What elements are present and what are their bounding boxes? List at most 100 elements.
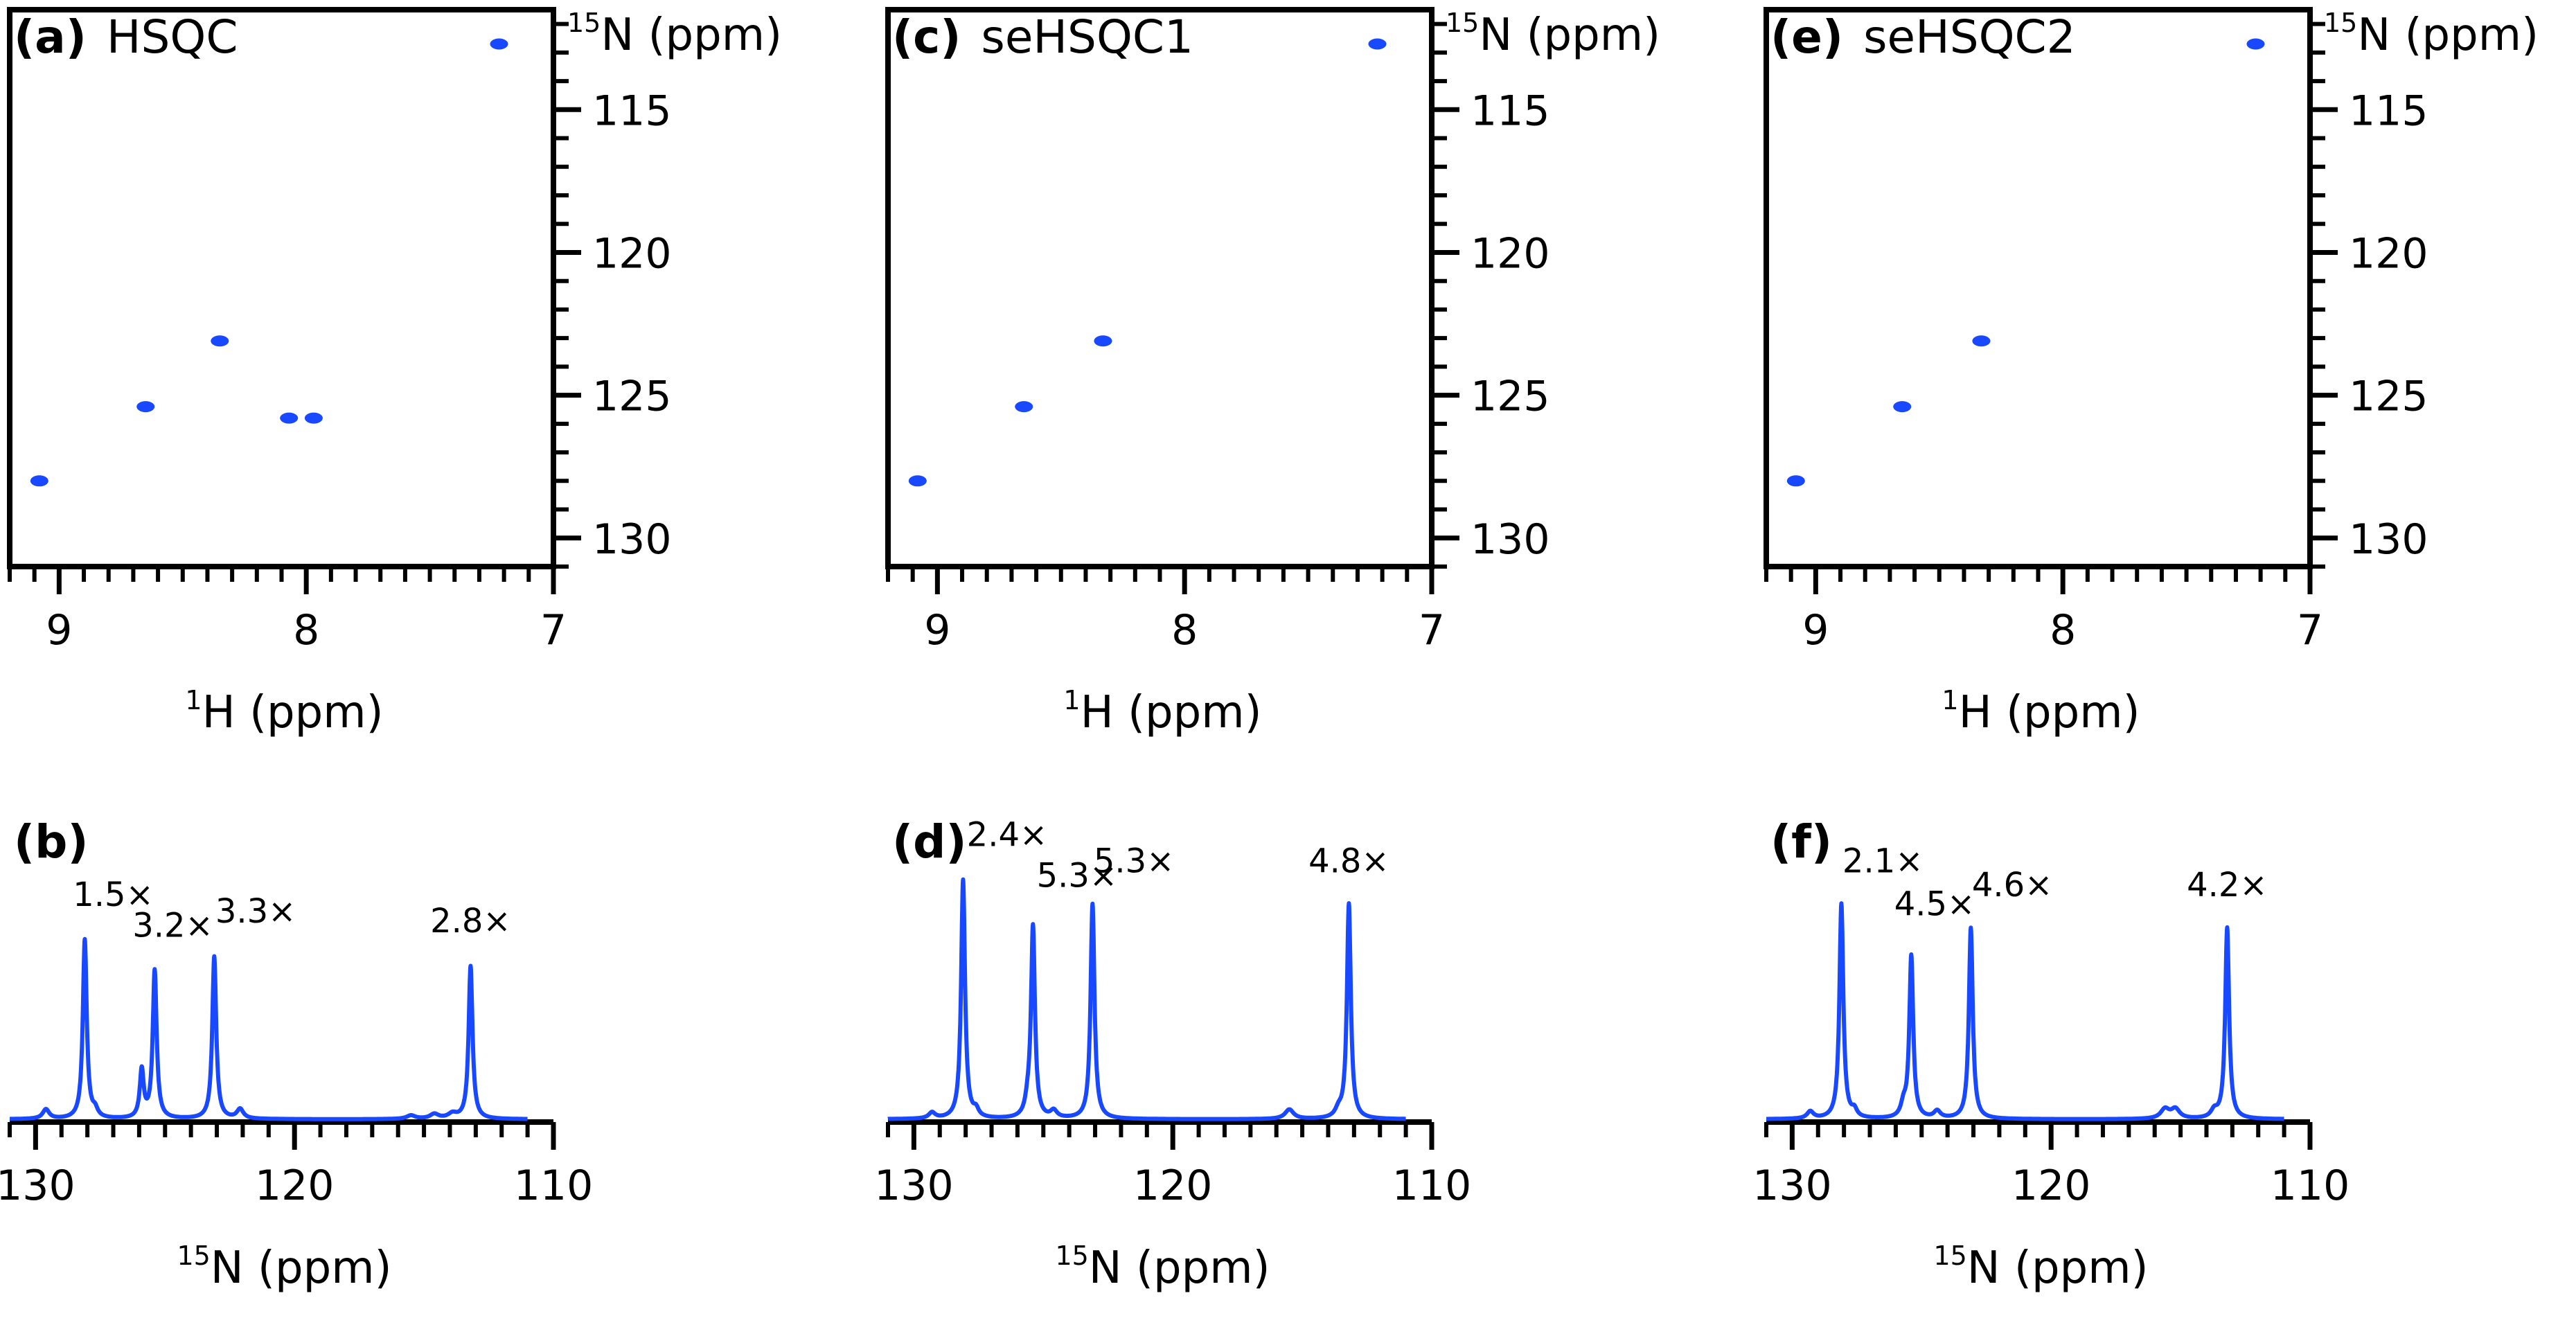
- cross-peak: [30, 475, 48, 487]
- plot-frame: [885, 7, 1434, 569]
- peak-label: 1.5×: [73, 875, 154, 914]
- cross-peak: [908, 475, 927, 487]
- x-tick-label: 130: [0, 1162, 75, 1210]
- y-tick-label: 120: [2349, 229, 2428, 278]
- peak-label: 3.2×: [132, 907, 213, 945]
- x-tick-label: 7: [1419, 606, 1445, 655]
- y-axis-title: 15N (ppm): [2324, 8, 2539, 61]
- x-axis-title: 1H (ppm): [1063, 685, 1261, 738]
- x-tick-label: 7: [540, 606, 567, 655]
- cross-peak: [2246, 38, 2265, 50]
- panel-label: (c) seHSQC1: [892, 10, 1193, 64]
- x-axis-title: 15N (ppm): [177, 1240, 391, 1294]
- y-tick-label: 125: [1471, 373, 1550, 421]
- cross-peak: [211, 335, 229, 347]
- x-axis-title-main: N (ppm): [1967, 1243, 2149, 1294]
- peak-label: 5.3×: [1094, 842, 1175, 881]
- panel-title: HSQC: [92, 10, 238, 64]
- cross-peak: [1972, 335, 1991, 347]
- peak-label: 2.8×: [430, 902, 511, 941]
- y-tick-label: 125: [592, 373, 672, 421]
- x-tick-label: 110: [1392, 1162, 1472, 1210]
- y-axis-title: 15N (ppm): [1446, 8, 1660, 61]
- peak-label: 2.1×: [1842, 842, 1924, 881]
- cross-peak: [1094, 335, 1112, 347]
- y-axis-title-main: N (ppm): [601, 10, 782, 61]
- panel-b: (b) 130 120 110 15N (ppm) 1.5×3.2× 3.3× 2.8×: [0, 815, 593, 1294]
- panel-label: (e) seHSQC2: [1770, 10, 2076, 64]
- y-tick-label: 115: [592, 87, 672, 135]
- x-tick-label: 110: [2271, 1162, 2350, 1210]
- panel-title: seHSQC1: [966, 10, 1193, 64]
- y-tick-label: 125: [2349, 373, 2428, 421]
- y-tick-label: 115: [1471, 87, 1550, 135]
- y-tick-label: 130: [1471, 515, 1550, 564]
- y-tick-label: 120: [1471, 229, 1550, 278]
- x-axis-title-main: H (ppm): [1959, 687, 2140, 738]
- panel-tag: (f): [1770, 815, 1832, 869]
- x-tick-label: 8: [1171, 606, 1198, 655]
- plot-frame: [1764, 7, 2313, 569]
- x-axis-title-sup: 1: [1942, 685, 1958, 715]
- x-axis-title-main: H (ppm): [1081, 687, 1262, 738]
- x-axis-title: 1H (ppm): [1942, 685, 2140, 738]
- panel-tag: (b): [14, 815, 89, 869]
- x-axis-title: 15N (ppm): [1933, 1240, 2148, 1294]
- y-axis-title-main: N (ppm): [1479, 10, 1660, 61]
- panel-title: seHSQC2: [1849, 10, 2076, 64]
- x-axis-title-sup: 15: [1055, 1240, 1088, 1271]
- peak-label: 4.8×: [1308, 842, 1389, 881]
- peak-label: 2.4×: [967, 816, 1048, 855]
- x-tick-label: 7: [2297, 606, 2323, 655]
- y-axis-title: 15N (ppm): [567, 8, 782, 61]
- y-tick-label: 120: [592, 229, 672, 278]
- plot-frame: [7, 7, 556, 569]
- x-tick-label: 120: [1133, 1162, 1213, 1210]
- x-axis-title-sup: 1: [185, 685, 202, 715]
- panel-f: (f) 130 120 110 15N (ppm) 2.1× 4.5×4.6× 4.2×: [1752, 815, 2350, 1294]
- x-tick-label: 9: [1802, 606, 1829, 655]
- panel-label: (a) HSQC: [14, 10, 238, 64]
- y-axis-title-sup: 15: [2324, 8, 2357, 38]
- y-axis-title-main: N (ppm): [2357, 10, 2539, 61]
- y-tick-label: 130: [592, 515, 672, 564]
- x-axis-title-main: H (ppm): [202, 687, 384, 738]
- panel-tag: (e): [1770, 10, 1843, 64]
- x-axis-title: 15N (ppm): [1055, 1240, 1270, 1294]
- panel-tag: (c): [892, 10, 961, 64]
- x-tick-label: 130: [1752, 1162, 1832, 1210]
- x-tick-label: 120: [255, 1162, 335, 1210]
- panel-tag: (d): [892, 815, 967, 869]
- x-tick-label: 9: [924, 606, 950, 655]
- cross-peak: [136, 401, 155, 413]
- y-axis-title-sup: 15: [567, 8, 601, 38]
- y-tick-label: 130: [2349, 515, 2428, 564]
- spectrum-trace: [8, 936, 530, 1121]
- peak-label: 3.3×: [215, 892, 296, 931]
- x-tick-label: 8: [2050, 606, 2076, 655]
- cross-peak: [1368, 38, 1387, 50]
- x-tick-label: 120: [2011, 1162, 2091, 1210]
- y-axis-title-sup: 15: [1446, 8, 1479, 38]
- x-tick-label: 130: [874, 1162, 954, 1210]
- x-tick-label: 8: [293, 606, 319, 655]
- x-tick-label: 9: [46, 606, 72, 655]
- cross-peak: [1786, 475, 1805, 487]
- spectrum-trace: [886, 877, 1408, 1121]
- x-tick-label: 110: [514, 1162, 594, 1210]
- x-axis-title: 1H (ppm): [185, 685, 383, 738]
- cross-peak: [304, 412, 323, 424]
- x-axis-title-main: N (ppm): [1089, 1243, 1270, 1294]
- cross-peak: [1893, 401, 1912, 413]
- x-axis-title-sup: 1: [1063, 685, 1080, 715]
- y-tick-label: 115: [2349, 87, 2428, 135]
- panel-tag: (a): [14, 10, 87, 64]
- x-axis-title-sup: 15: [1933, 1240, 1966, 1271]
- cross-peak: [1015, 401, 1033, 413]
- peak-label: 4.6×: [1972, 866, 2053, 905]
